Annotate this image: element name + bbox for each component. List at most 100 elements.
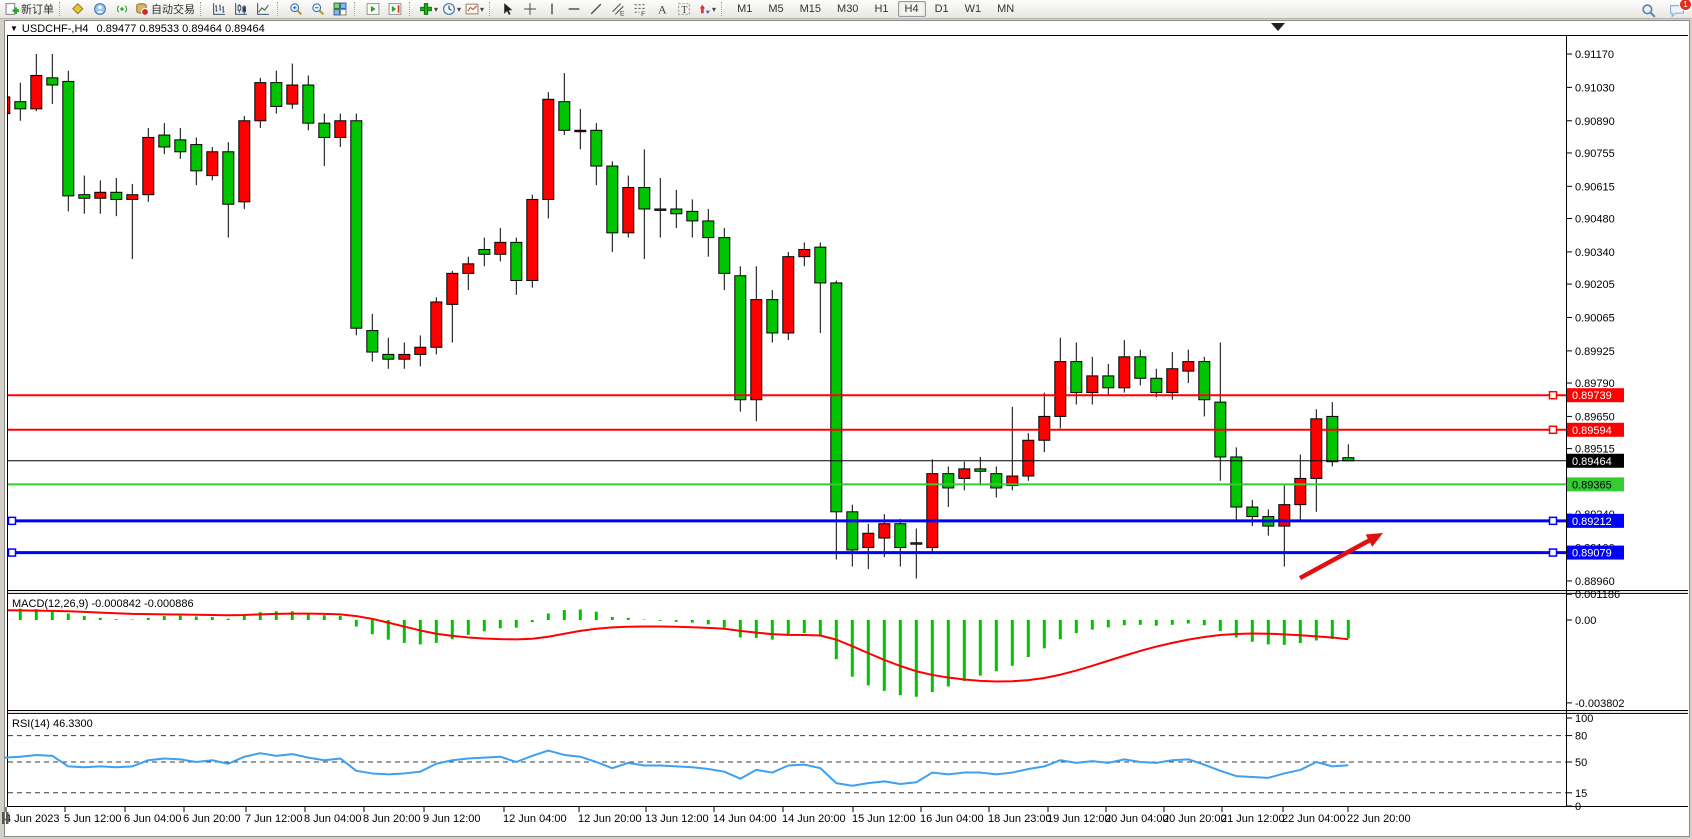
- text-tool-button[interactable]: A: [651, 0, 673, 19]
- timeframe-h4-button[interactable]: H4: [897, 1, 926, 17]
- annotation-arrow-head[interactable]: [1365, 533, 1383, 547]
- zoom-in-icon: [290, 3, 303, 16]
- macd-indicator-label: MACD(12,26,9) -0.000842 -0.000886: [12, 598, 194, 610]
- candle: [766, 299, 779, 334]
- time-axis-label: 9 Jun 12:00: [423, 813, 481, 825]
- candle: [1326, 415, 1339, 463]
- rsi-axis-label: 15: [1575, 788, 1587, 800]
- time-axis-label: 15 Jun 12:00: [852, 813, 916, 825]
- dropdown-arrow-icon: ▾: [457, 4, 462, 14]
- periods-button[interactable]: ▾: [440, 0, 463, 19]
- equidistant-channel-tool-button[interactable]: E: [607, 0, 629, 19]
- candle: [334, 120, 347, 138]
- timeframe-m15-button[interactable]: M15: [799, 3, 822, 15]
- indicators-button[interactable]: ▾: [417, 0, 440, 19]
- candle: [1022, 439, 1035, 477]
- time-axis-label: 4 Jun 2023: [5, 813, 59, 825]
- line-handle[interactable]: [7, 516, 17, 526]
- candle: [1230, 456, 1243, 508]
- candle: [1038, 415, 1051, 441]
- horizontal-line-tool-button[interactable]: [563, 0, 585, 19]
- bar-chart-icon: [213, 3, 225, 15]
- symbol-dropdown-icon[interactable]: ▼: [10, 24, 18, 33]
- fibonacci-tool-button[interactable]: F: [629, 0, 651, 19]
- horizontal-scrollbar[interactable]: [6, 812, 9, 824]
- line-handle[interactable]: [1548, 390, 1558, 400]
- price-tick-label: 0.89515: [1575, 444, 1615, 456]
- styles-button[interactable]: [67, 0, 89, 19]
- candle: [286, 84, 299, 105]
- new-order-icon: [5, 3, 19, 15]
- line-handle[interactable]: [1548, 548, 1558, 557]
- price-label-chip: [1567, 388, 1624, 403]
- cursor-tool-button[interactable]: [497, 0, 519, 19]
- timeframe-m30-button[interactable]: M30: [837, 3, 859, 15]
- time-axis-label: 14 Jun 20:00: [782, 813, 846, 825]
- arrows-tool-button[interactable]: ▾: [695, 0, 718, 19]
- notifications-button[interactable]: 1: [1666, 0, 1692, 20]
- timeframe-d1-button[interactable]: D1: [934, 3, 949, 15]
- chart-shift-button[interactable]: [384, 0, 406, 19]
- candle: [1198, 361, 1211, 401]
- price-tick-label: 0.89650: [1575, 411, 1615, 423]
- add-indicator-icon: [420, 3, 432, 15]
- time-axis-label: 8 Jun 20:00: [363, 813, 421, 825]
- candle: [1102, 375, 1115, 389]
- line-handle[interactable]: [1548, 425, 1558, 435]
- search-button[interactable]: [1638, 1, 1660, 20]
- community-button[interactable]: [89, 0, 111, 19]
- time-axis-label: 18 Jun 23:00: [988, 813, 1052, 825]
- candle: [862, 532, 875, 549]
- rsi-axis-label: 100: [1575, 713, 1593, 725]
- time-axis-label: 13 Jun 12:00: [645, 813, 709, 825]
- autotrading-button[interactable]: 自动交易: [133, 0, 197, 19]
- bar-chart-button[interactable]: [208, 0, 230, 19]
- candlestick-chart-button[interactable]: [230, 0, 252, 19]
- crosshair-icon: [524, 3, 536, 15]
- timeframe-h1-button[interactable]: H1: [874, 3, 889, 15]
- timeframe-mn-button[interactable]: MN: [997, 3, 1015, 15]
- tile-windows-button[interactable]: [329, 0, 351, 19]
- line-handle[interactable]: [7, 548, 17, 557]
- community-icon: [94, 3, 106, 15]
- text-label-tool-button[interactable]: T: [673, 0, 695, 19]
- dropdown-arrow-icon: ▾: [480, 4, 485, 14]
- zoom-in-button[interactable]: [285, 0, 307, 19]
- horizontal-scrollbar[interactable]: [2, 812, 5, 824]
- chart-header: ▼ USDCHF-,H4 0.89477 0.89533 0.89464 0.8…: [5, 21, 1685, 36]
- timeframe-m5-button[interactable]: M5: [768, 3, 784, 15]
- crosshair-tool-button[interactable]: [519, 0, 541, 19]
- candle: [782, 256, 795, 334]
- pane-splitter[interactable]: [7, 711, 1688, 714]
- signals-button[interactable]: [111, 0, 133, 19]
- new-order-button[interactable]: 新订单: [3, 0, 56, 19]
- candle: [1118, 356, 1131, 389]
- auto-scroll-icon: [366, 3, 380, 15]
- candle: [1310, 418, 1323, 479]
- timeframe-m1-button[interactable]: M1: [737, 3, 753, 15]
- zoom-out-button[interactable]: [307, 0, 329, 19]
- candle: [654, 208, 667, 211]
- candle: [830, 282, 843, 513]
- candle: [222, 151, 235, 205]
- svg-text:F: F: [641, 11, 645, 16]
- trendline-icon: [590, 3, 602, 15]
- chart-shift-marker[interactable]: [1271, 23, 1285, 31]
- time-axis-label: 20 Jun 04:00: [1105, 813, 1169, 825]
- templates-button[interactable]: ▾: [463, 0, 486, 19]
- candle: [590, 129, 603, 167]
- timeframe-w1-button[interactable]: W1: [964, 3, 982, 15]
- line-handle[interactable]: [1548, 516, 1558, 526]
- paint-bucket-icon: [72, 2, 84, 15]
- candle: [270, 82, 283, 107]
- candle: [558, 101, 571, 131]
- line-chart-button[interactable]: [252, 0, 274, 19]
- trendline-tool-button[interactable]: [585, 0, 607, 19]
- vertical-line-tool-button[interactable]: [541, 0, 563, 19]
- pane-splitter[interactable]: [7, 591, 1688, 594]
- auto-scroll-button[interactable]: [362, 0, 384, 19]
- chart-shift-icon: [388, 3, 402, 15]
- time-axis-label: 12 Jun 04:00: [503, 813, 567, 825]
- annotation-arrow-shaft[interactable]: [1298, 536, 1374, 581]
